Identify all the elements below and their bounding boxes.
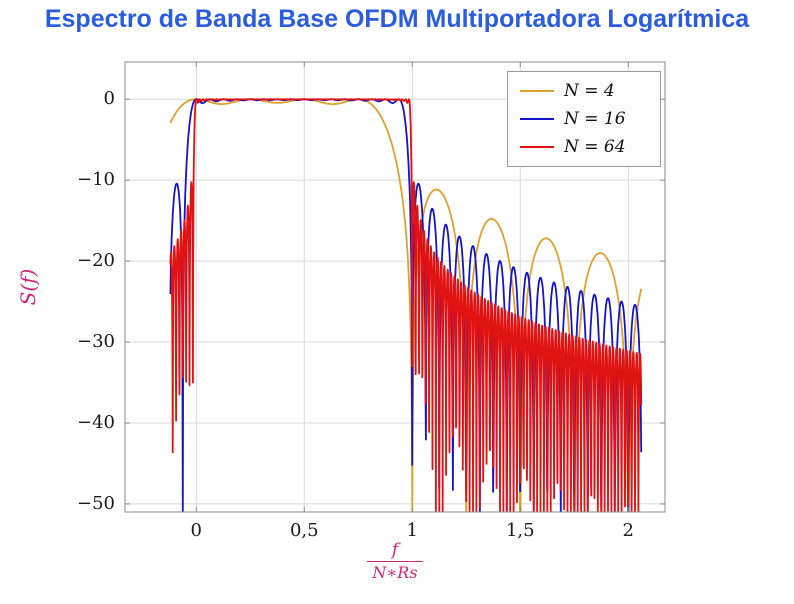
series-lines	[169, 98, 643, 512]
chart-title: Espectro de Banda Base OFDM Multiportado…	[44, 5, 750, 33]
legend-swatch-n64	[520, 146, 554, 148]
legend-swatch-n16	[520, 118, 554, 120]
x-tick-label: 2	[622, 520, 634, 541]
legend-item-n4: N = 4	[508, 77, 660, 105]
x-tick-label: 1	[406, 520, 418, 541]
series-line-n64	[169, 98, 643, 512]
x-label-numerator: f	[391, 540, 399, 560]
legend-item-n16: N = 16	[508, 105, 660, 133]
x-axis-label: f N∗Rs	[325, 540, 465, 583]
y-tick-label: −30	[77, 331, 115, 353]
y-tick-label: −40	[77, 411, 115, 433]
y-axis-label: S(f)	[16, 268, 40, 306]
y-tick-label: −50	[77, 492, 115, 514]
legend-item-n64: N = 64	[508, 133, 660, 161]
legend-label-n4: N = 4	[564, 81, 615, 101]
x-label-denominator: N∗Rs	[367, 560, 423, 583]
legend-label-n64: N = 64	[564, 137, 626, 157]
x-tick-label: 0	[190, 520, 202, 541]
y-tick-label: −10	[77, 169, 115, 191]
x-tick-label: 0,5	[289, 520, 319, 541]
x-axis-fraction: f N∗Rs	[367, 540, 423, 583]
legend-label-n16: N = 16	[564, 109, 626, 129]
axis-frame	[124, 61, 666, 513]
y-tick-label: 0	[103, 88, 115, 110]
y-tick-label: −20	[77, 250, 115, 272]
legend: N = 4 N = 16 N = 64	[507, 71, 661, 167]
x-tick-label: 1,5	[505, 520, 535, 541]
legend-swatch-n4	[520, 90, 554, 92]
